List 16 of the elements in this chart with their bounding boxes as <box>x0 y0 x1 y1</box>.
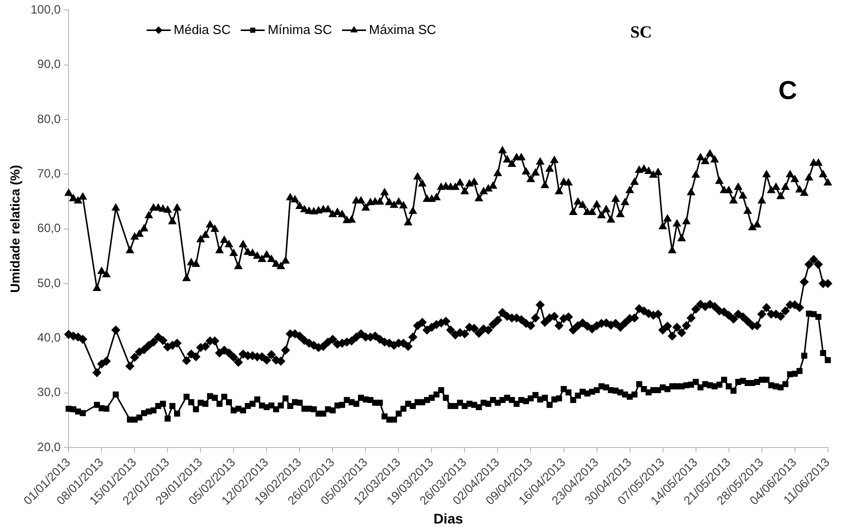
y-tick-label: 70,0 <box>37 166 61 181</box>
legend-label: Média SC <box>174 22 231 37</box>
text: SC <box>630 22 652 42</box>
y-tick-label: 20,0 <box>37 440 61 454</box>
legend-label: Máxima SC <box>368 22 436 37</box>
y-tick-label: 60,0 <box>37 221 61 236</box>
y-tick-label: 30,0 <box>37 385 61 400</box>
annotation: C <box>778 75 798 106</box>
x-axis-title: Dias <box>433 510 464 526</box>
y-tick-label: 50,0 <box>37 276 61 290</box>
legend-label: Mínima SC <box>268 22 332 37</box>
y-axis-title: Umidade relatica (%) <box>7 164 22 293</box>
y-tick-label: 80,0 <box>37 112 61 126</box>
y-tick-label: 40,0 <box>37 330 61 345</box>
y-tick-label: 90,0 <box>37 57 61 72</box>
y-tick-label: 100,0 <box>30 2 61 17</box>
